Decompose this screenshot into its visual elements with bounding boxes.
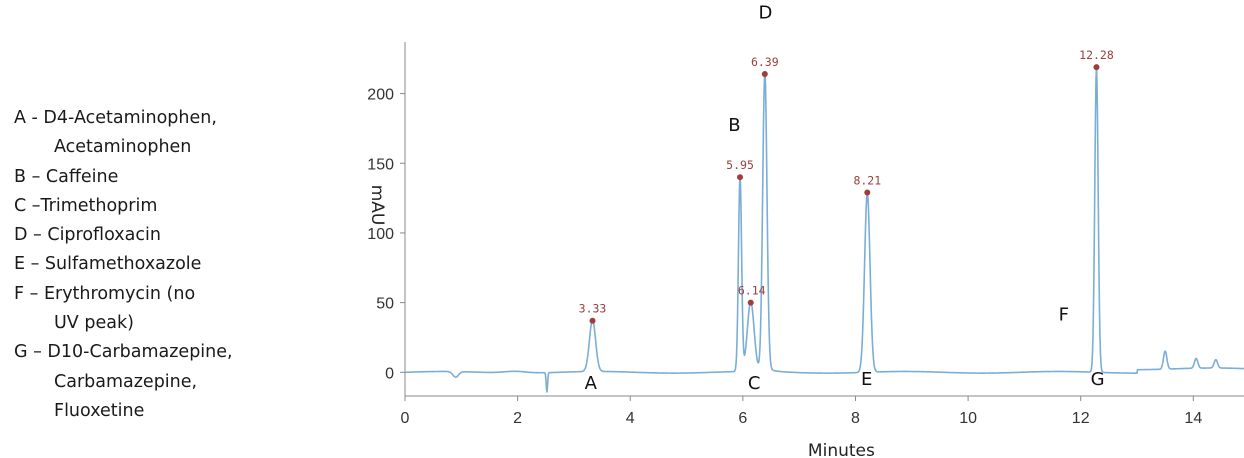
peak-letter-label: A — [585, 373, 598, 394]
y-axis-title: mAU — [367, 185, 387, 226]
peak-retention-label: 6.39 — [751, 55, 779, 69]
peak-letter-label: B — [728, 115, 740, 136]
chart-axes: 0 2 4 6 8 10 12 14 0 50 100 150 200 Minutes mAU — [367, 42, 1244, 458]
x-tick-label: 6 — [738, 410, 747, 427]
peak-marker — [1093, 64, 1100, 71]
x-tick-label: 0 — [401, 410, 410, 427]
peak-retention-label: 5.95 — [726, 158, 754, 172]
peak-letter-label: E — [861, 369, 872, 390]
legend-entry-line: F – Erythromycin (no — [14, 283, 196, 304]
peak-retention-label: 12.28 — [1079, 48, 1114, 62]
chromatogram-trace — [404, 66, 1244, 393]
y-tick-label: 50 — [376, 296, 394, 313]
compound-legend: A - D4-Acetaminophen, Acetaminophen B – Ca… — [14, 104, 344, 426]
chromatogram-signal — [404, 66, 1244, 393]
y-tick-label: 200 — [367, 87, 394, 104]
legend-entry-line: Carbamazepine, — [54, 371, 198, 392]
legend-entry-line: E – Sulfamethoxazole — [14, 254, 202, 275]
y-tick-label: 100 — [367, 226, 394, 243]
peak-letter-label: F — [1059, 305, 1069, 326]
x-tick-label: 12 — [1072, 410, 1090, 427]
x-tick-label: 4 — [626, 410, 635, 427]
peak-retention-label: 8.21 — [853, 174, 881, 188]
peak-letter-label: D — [758, 2, 772, 23]
y-tick-label: 150 — [367, 156, 394, 173]
peak-retention-label: 3.33 — [579, 302, 607, 316]
peak-marker — [761, 71, 768, 78]
legend-entry-line: UV peak) — [54, 313, 134, 334]
legend-entry-line: D – Ciprofloxacin — [14, 225, 161, 246]
x-tick-label: 8 — [851, 410, 860, 427]
legend-entry-line: B – Caffeine — [14, 166, 119, 187]
y-tick-label: 0 — [385, 365, 394, 382]
peak-retention-label: 6.14 — [738, 284, 766, 298]
x-tick-label: 2 — [513, 410, 522, 427]
peak-letter-label: C — [748, 373, 761, 394]
peak-marker — [737, 174, 744, 181]
x-axis-title: Minutes — [808, 441, 875, 458]
legend-entry-line: Acetaminophen — [54, 137, 192, 158]
peak-marker — [747, 299, 754, 306]
peak-marker — [589, 317, 596, 324]
chart-annotations: 3.33 5.95 6.14 6.39 8.21 12.28 A B C D E F G — [579, 2, 1114, 394]
x-tick-label: 10 — [959, 410, 977, 427]
legend-entry-line: A - D4-Acetaminophen, — [14, 108, 217, 128]
legend-entry-line: C –Trimethoprim — [14, 195, 158, 216]
legend-entry-line: Fluoxetine — [54, 400, 145, 421]
peak-letter-label: G — [1091, 369, 1105, 390]
x-tick-label: 14 — [1184, 410, 1202, 427]
legend-entry-line: G – D10-Carbamazepine, — [14, 342, 233, 363]
peak-marker — [864, 189, 871, 196]
